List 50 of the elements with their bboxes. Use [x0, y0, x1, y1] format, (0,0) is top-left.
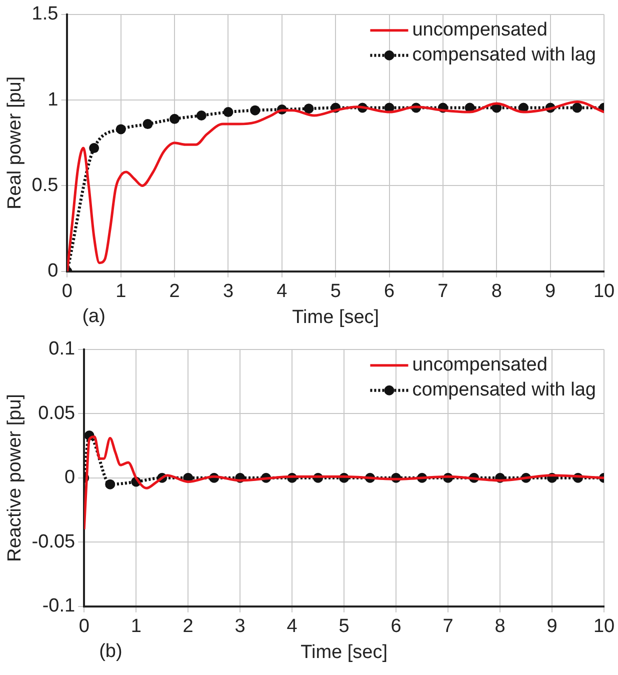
x-tick-label: 8	[494, 616, 506, 638]
point	[250, 105, 260, 116]
y-tick-label: 1.5	[32, 4, 58, 25]
x-tick-label: 7	[438, 281, 448, 302]
legend-label: uncompensated	[412, 20, 548, 41]
x-tick-label: 1	[116, 281, 126, 302]
point	[116, 124, 126, 134]
legend-label: compensated with lag	[412, 44, 596, 66]
y-tick-label: 0.5	[32, 174, 58, 196]
x-tick-label: 6	[390, 616, 402, 638]
x-tick-label: 0	[78, 616, 90, 638]
x-tick-label: 2	[169, 281, 180, 302]
y-tick-label: 1	[48, 89, 58, 110]
legend-label: uncompensated	[412, 354, 548, 376]
y-tick-label: 0	[64, 467, 76, 488]
x-tick-label: 9	[546, 616, 558, 638]
x-tick-label: 7	[442, 616, 454, 638]
text: (a)	[82, 306, 106, 328]
y-tick-label: 0.05	[38, 402, 76, 424]
y-tick-label: -0.05	[32, 531, 76, 552]
x-tick-label: 5	[338, 616, 350, 638]
x-tick-label: 10	[593, 281, 615, 302]
point	[105, 479, 116, 490]
point	[223, 107, 234, 118]
point	[170, 114, 180, 124]
x-tick-label: 1	[130, 616, 142, 638]
legend-label: compensated with lag	[412, 380, 596, 401]
y-tick-label: 0	[48, 260, 58, 282]
y-axis-title: Reactive power [pu]	[4, 394, 26, 562]
point	[196, 110, 206, 120]
x-tick-label: 10	[593, 616, 615, 638]
text: (b)	[99, 641, 122, 662]
x-axis-title: Time [sec]	[300, 642, 388, 663]
x-axis-title: Time [sec]	[292, 306, 380, 328]
y-axis-title: Real power [pu]	[4, 76, 26, 210]
y-tick-label: 0.1	[48, 338, 76, 360]
point	[572, 102, 582, 113]
x-tick-label: 8	[491, 281, 502, 302]
point	[89, 143, 100, 154]
x-tick-label: 6	[384, 281, 395, 302]
x-tick-label: 9	[545, 281, 556, 302]
point	[142, 119, 153, 130]
y-tick-label: -0.1	[42, 596, 76, 617]
x-tick-label: 2	[182, 616, 194, 638]
x-tick-label: 5	[330, 281, 341, 302]
x-tick-label: 3	[222, 281, 234, 302]
x-tick-label: 3	[234, 616, 246, 638]
point	[304, 104, 314, 114]
x-tick-label: 4	[276, 281, 288, 302]
x-tick-label: 4	[286, 616, 298, 638]
